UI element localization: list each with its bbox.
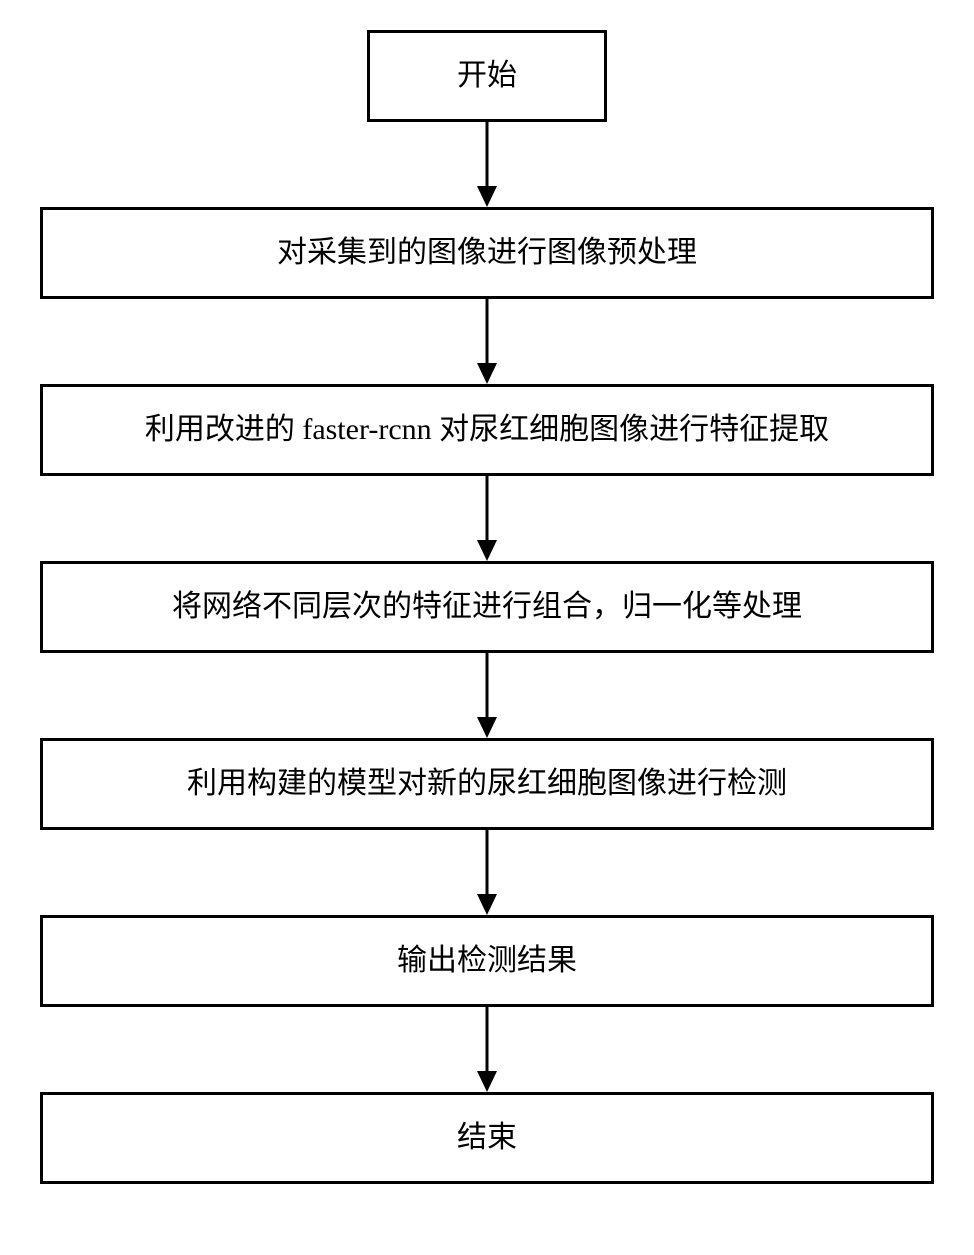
node-start: 开始 bbox=[367, 30, 607, 122]
node-detect: 利用构建的模型对新的尿红细胞图像进行检测 bbox=[40, 738, 934, 830]
node-end-label: 结束 bbox=[457, 1117, 517, 1159]
arrow-1 bbox=[472, 299, 502, 384]
node-preprocess-label: 对采集到的图像进行图像预处理 bbox=[277, 232, 697, 274]
flowchart-container: 开始 对采集到的图像进行图像预处理 利用改进的 faster-rcnn 对尿红细… bbox=[40, 30, 934, 1184]
node-output-label: 输出检测结果 bbox=[397, 940, 577, 982]
node-end: 结束 bbox=[40, 1092, 934, 1184]
node-output: 输出检测结果 bbox=[40, 915, 934, 1007]
node-extract: 利用改进的 faster-rcnn 对尿红细胞图像进行特征提取 bbox=[40, 384, 934, 476]
node-extract-label: 利用改进的 faster-rcnn 对尿红细胞图像进行特征提取 bbox=[145, 409, 829, 451]
arrow-0 bbox=[472, 122, 502, 207]
node-detect-label: 利用构建的模型对新的尿红细胞图像进行检测 bbox=[187, 763, 787, 805]
node-combine: 将网络不同层次的特征进行组合，归一化等处理 bbox=[40, 561, 934, 653]
arrow-3 bbox=[472, 653, 502, 738]
arrow-5 bbox=[472, 1007, 502, 1092]
node-combine-label: 将网络不同层次的特征进行组合，归一化等处理 bbox=[172, 586, 802, 628]
arrow-4 bbox=[472, 830, 502, 915]
node-start-label: 开始 bbox=[457, 55, 517, 97]
node-preprocess: 对采集到的图像进行图像预处理 bbox=[40, 207, 934, 299]
arrow-2 bbox=[472, 476, 502, 561]
